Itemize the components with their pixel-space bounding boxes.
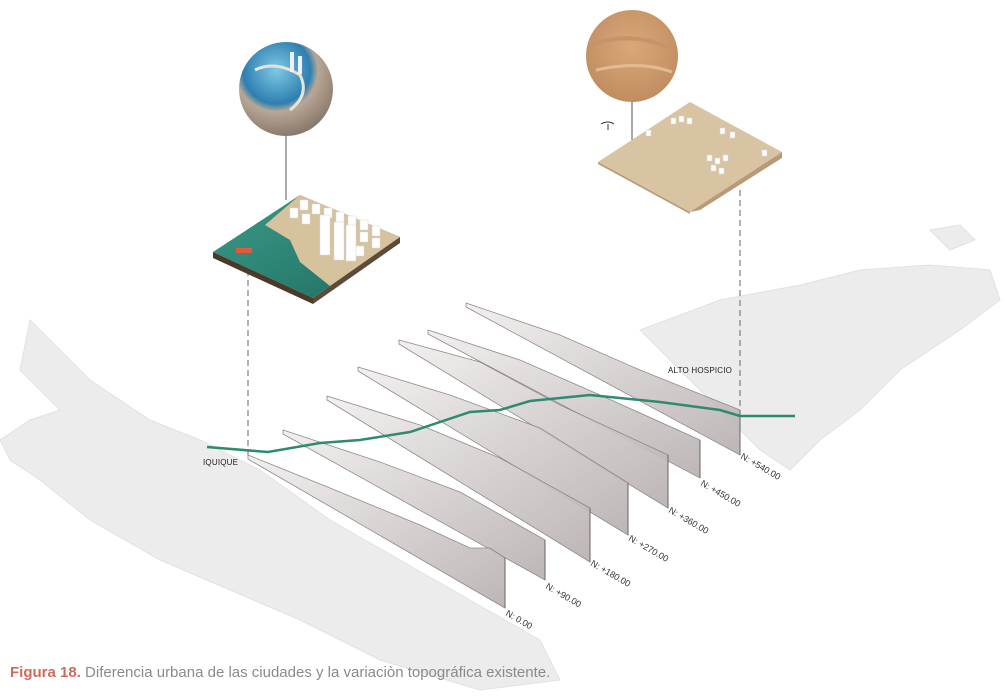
city-label-iquique: IQUIQUE — [203, 458, 238, 467]
photo-iquique — [239, 42, 333, 136]
section-label: N: +450.00 — [699, 478, 742, 509]
caption-text: Diferencia urbana de las ciudades y la v… — [80, 664, 551, 681]
section-panel — [247, 454, 506, 609]
background-map-alto-hospicio — [639, 224, 1001, 471]
background-map-iquique — [0, 318, 561, 691]
figure-caption: Figura 18. Diferencia urbana de las ciud… — [10, 664, 550, 681]
section-label: N: +90.00 — [544, 581, 583, 609]
section-panels — [247, 302, 741, 609]
elevation-profile-line — [206, 393, 795, 454]
caption-number: Figura 18. — [10, 664, 81, 681]
section-label: N: +360.00 — [667, 505, 710, 536]
block-model-alto-hospicio — [598, 102, 782, 214]
section-label: N: +180.00 — [589, 558, 632, 589]
block-model-iquique — [213, 195, 400, 304]
section-label: N: +270.00 — [627, 533, 670, 564]
photo-alto-hospicio — [586, 10, 678, 102]
city-label-alto-hospicio: ALTO HOSPICIO — [668, 366, 732, 375]
